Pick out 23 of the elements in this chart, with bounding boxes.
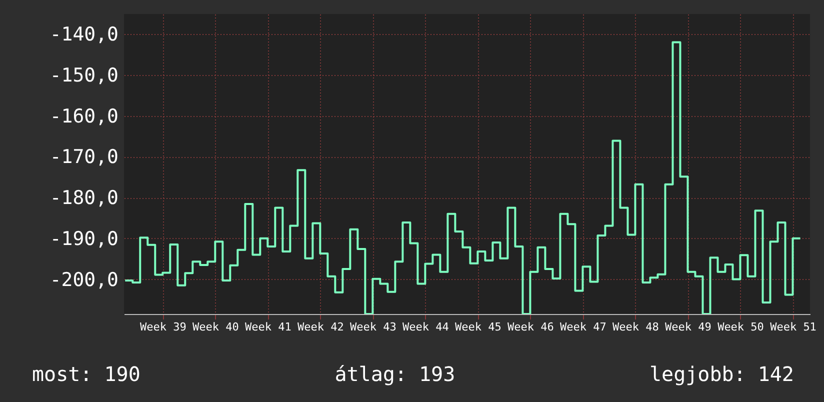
x-tick-label: Week 48 [612,320,659,334]
x-tick-label: Week 45 [455,320,502,334]
x-tick-label: Week 51 [770,320,816,334]
x-tick-label: Week 41 [244,320,292,334]
x-tick-label: Week 39 [140,320,186,334]
x-tick-label: Week 49 [665,320,712,334]
x-tick-label: Week 46 [508,320,554,334]
x-tick-label: Week 47 [560,320,606,334]
y-tick-label: -200,0 [50,268,118,291]
x-tick-label: Week 43 [350,320,396,334]
y-tick-label: -180,0 [50,187,118,210]
y-tick-label: -140,0 [50,24,118,46]
y-tick-label: -150,0 [50,64,118,86]
text: legjobb: 142 [649,362,794,386]
y-tick-label: -190,0 [50,228,118,250]
x-tick-label: Week 40 [192,320,239,334]
text: átlag: 193 [334,362,456,386]
y-tick-label: -160,0 [50,105,118,128]
y-tick-label: -170,0 [50,146,118,168]
x-tick-label: Week 42 [297,320,344,334]
x-tick-label: Week 44 [402,320,450,334]
x-tick-label: Week 50 [718,320,764,334]
text: most: 190 [32,362,140,386]
